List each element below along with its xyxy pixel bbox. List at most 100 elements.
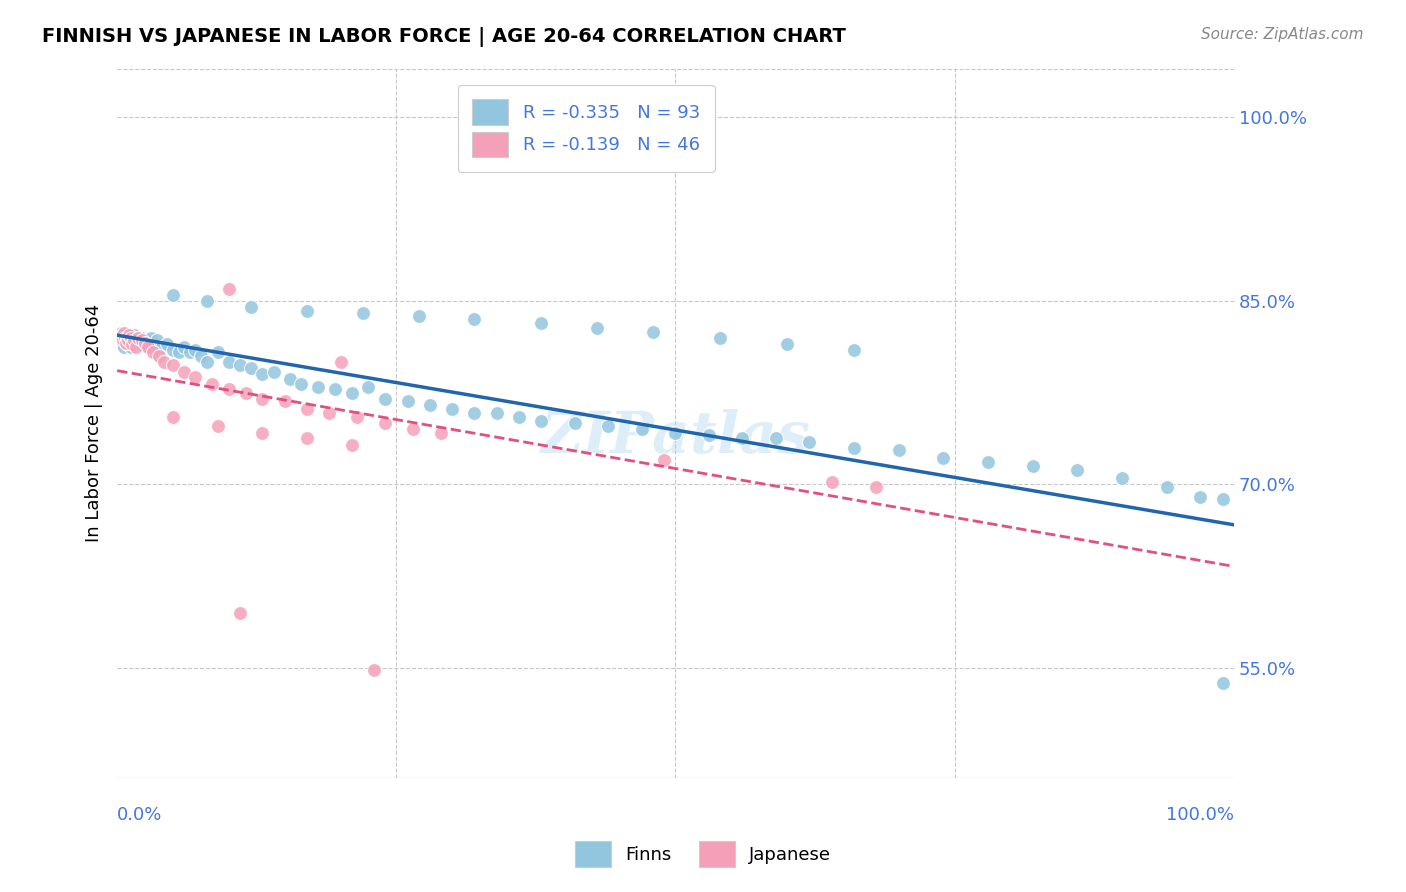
Point — [419, 398, 441, 412]
Point — [131, 333, 153, 347]
Point — [408, 309, 430, 323]
Point — [697, 428, 720, 442]
Point — [111, 333, 134, 347]
Point — [195, 355, 218, 369]
Point — [240, 361, 263, 376]
Point — [112, 331, 135, 345]
Point — [485, 407, 508, 421]
Point — [1066, 463, 1088, 477]
Point — [430, 425, 453, 440]
Point — [156, 336, 179, 351]
Point — [118, 328, 141, 343]
Point — [167, 345, 190, 359]
Point — [114, 328, 136, 343]
Point — [162, 343, 184, 357]
Point — [842, 343, 865, 357]
Point — [207, 345, 229, 359]
Point — [295, 401, 318, 416]
Point — [139, 331, 162, 345]
Point — [143, 336, 166, 351]
Point — [799, 434, 821, 449]
Point — [115, 335, 138, 350]
Point — [121, 336, 143, 351]
Point — [111, 336, 134, 351]
Point — [132, 335, 155, 350]
Point — [977, 455, 1000, 469]
Point — [117, 333, 139, 347]
Point — [229, 606, 252, 620]
Point — [374, 392, 396, 406]
Point — [340, 438, 363, 452]
Point — [124, 333, 146, 347]
Point — [252, 392, 274, 406]
Point — [112, 340, 135, 354]
Point — [273, 394, 295, 409]
Point — [842, 441, 865, 455]
Point — [114, 331, 136, 345]
Point — [153, 355, 176, 369]
Point — [115, 331, 138, 345]
Point — [125, 335, 148, 350]
Point — [162, 410, 184, 425]
Point — [530, 414, 553, 428]
Point — [218, 355, 240, 369]
Point — [146, 333, 169, 347]
Point — [127, 331, 149, 345]
Point — [115, 331, 138, 345]
Point — [201, 377, 224, 392]
Point — [173, 365, 195, 379]
Point — [396, 394, 419, 409]
Point — [240, 300, 263, 314]
Point — [148, 349, 170, 363]
Point — [117, 328, 139, 343]
Point — [586, 321, 609, 335]
Point — [120, 340, 142, 354]
Point — [564, 417, 586, 431]
Point — [150, 340, 173, 354]
Text: 100.0%: 100.0% — [1166, 806, 1234, 824]
Legend: Finns, Japanese: Finns, Japanese — [568, 834, 838, 874]
Point — [402, 422, 425, 436]
Y-axis label: In Labor Force | Age 20-64: In Labor Force | Age 20-64 — [86, 304, 103, 542]
Point — [111, 333, 134, 347]
Point — [173, 340, 195, 354]
Point — [363, 664, 385, 678]
Point — [1111, 471, 1133, 485]
Point — [307, 379, 329, 393]
Point — [463, 312, 485, 326]
Point — [765, 431, 787, 445]
Point — [357, 379, 380, 393]
Point — [111, 328, 134, 343]
Point — [352, 306, 374, 320]
Point — [135, 333, 157, 347]
Point — [121, 333, 143, 347]
Point — [508, 410, 530, 425]
Point — [131, 331, 153, 345]
Point — [115, 335, 138, 350]
Point — [162, 358, 184, 372]
Point — [290, 377, 312, 392]
Point — [643, 325, 665, 339]
Point — [179, 345, 201, 359]
Point — [117, 333, 139, 347]
Point — [252, 425, 274, 440]
Point — [128, 336, 150, 351]
Point — [190, 349, 212, 363]
Point — [184, 343, 207, 357]
Text: ZIPatlas: ZIPatlas — [540, 409, 810, 466]
Point — [1212, 492, 1234, 507]
Point — [664, 425, 686, 440]
Point — [278, 372, 301, 386]
Point — [887, 443, 910, 458]
Point — [229, 358, 252, 372]
Point — [122, 333, 145, 347]
Point — [932, 450, 955, 465]
Point — [865, 480, 887, 494]
Point — [295, 303, 318, 318]
Point — [530, 316, 553, 330]
Point — [374, 417, 396, 431]
Point — [598, 418, 620, 433]
Point — [318, 407, 340, 421]
Point — [631, 422, 654, 436]
Point — [162, 288, 184, 302]
